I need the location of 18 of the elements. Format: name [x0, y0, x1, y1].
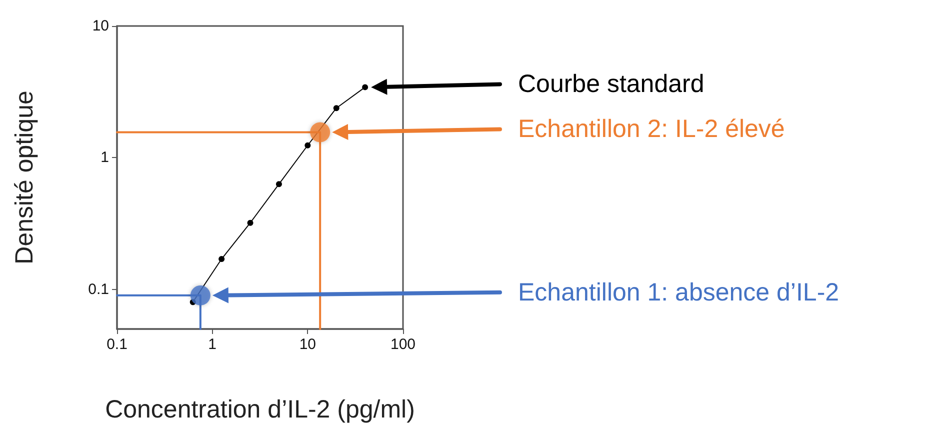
text: Echantillon 2: IL-2 élevé	[518, 115, 785, 144]
x-tick-label: 10	[299, 336, 316, 353]
text: Courbe standard	[518, 70, 704, 98]
x-tick-label: 0.1	[106, 336, 128, 353]
point	[247, 220, 254, 226]
y-tick-label: 10	[92, 18, 109, 34]
x-tick-label: 1	[208, 336, 217, 353]
y-axis-title: Densité optique	[10, 90, 38, 264]
point	[276, 181, 282, 188]
y-tick-label: 1	[100, 149, 109, 166]
y-tick-label: 0.1	[88, 280, 109, 298]
point	[333, 105, 340, 112]
x-tick-label: 100	[390, 336, 416, 353]
point	[304, 142, 311, 148]
point	[362, 84, 368, 90]
point	[218, 256, 225, 262]
x-axis-title: Concentration d’IL-2 (pg/ml)	[105, 396, 415, 424]
text: Echantillon 1: absence d’IL-2	[518, 278, 840, 306]
